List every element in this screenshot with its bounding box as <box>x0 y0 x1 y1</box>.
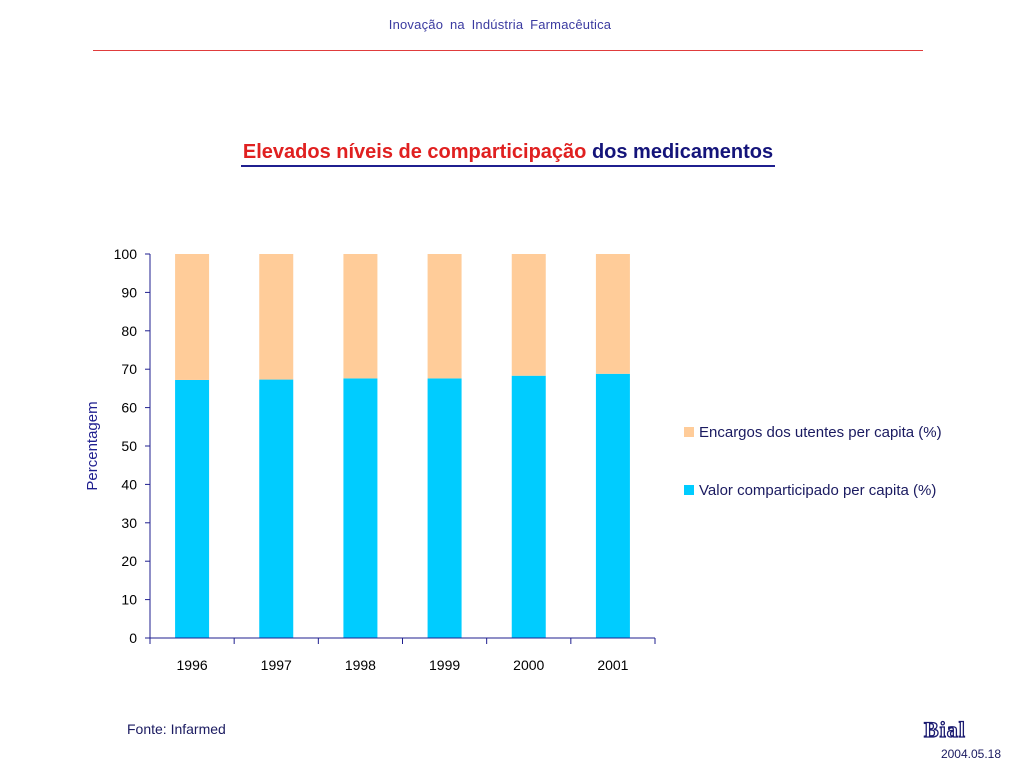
y-tick-label-80: 80 <box>121 323 137 339</box>
y-tick-label-20: 20 <box>121 553 137 569</box>
bar-2000-series-1 <box>511 254 546 376</box>
bar-1997-series-1 <box>259 254 294 380</box>
legend-item-encargos: Encargos dos utentes per capita (%) <box>684 420 984 444</box>
y-tick-label-100: 100 <box>114 246 138 262</box>
bial-logo: Bial <box>923 719 966 741</box>
slide-title-blue-part: dos medicamentos <box>591 141 774 163</box>
bial-logo-text: Bial <box>924 719 966 741</box>
y-tick-label-50: 50 <box>121 438 137 454</box>
x-tick-label-1997: 1997 <box>261 657 292 673</box>
y-tick-label-70: 70 <box>121 361 137 377</box>
y-tick-label-30: 30 <box>121 515 137 531</box>
y-tick-label-90: 90 <box>121 284 137 300</box>
bar-1998-series-1 <box>343 254 378 379</box>
axes-group: 1996 1997 1998 1999 2000 2001 0 10 20 30 40 50 60 70 8… <box>114 246 656 673</box>
legend-label-encargos: Encargos dos utentes per capita (%) <box>699 423 942 441</box>
bar-1996-series-1 <box>175 254 210 380</box>
slide-title-red-part: Elevados níveis de comparticipação <box>242 141 587 163</box>
bar-1996-series-0 <box>175 379 210 638</box>
slide-title: Elevados níveis de comparticipação dos m… <box>0 141 1016 167</box>
source-note: Fonte: Infarmed <box>127 721 226 737</box>
y-tick-label-0: 0 <box>129 630 137 646</box>
x-tick-label-2001: 2001 <box>597 657 628 673</box>
bar-2001-series-0 <box>595 373 630 638</box>
bars-group <box>175 254 630 638</box>
bar-1999-series-0 <box>427 378 462 638</box>
x-tick-label-1998: 1998 <box>345 657 376 673</box>
y-tick-label-40: 40 <box>121 476 137 492</box>
y-tick-label-60: 60 <box>121 400 137 416</box>
y-axis-label: Percentagem <box>84 401 101 490</box>
slide-date: 2004.05.18 <box>940 747 1001 761</box>
bar-1998-series-0 <box>343 378 378 638</box>
bar-2001-series-1 <box>595 254 630 374</box>
chart-legend: Encargos dos utentes per capita (%) Valo… <box>684 420 984 502</box>
bar-2000-series-0 <box>511 375 546 638</box>
legend-swatch-valor <box>684 485 694 495</box>
slide-title-underline: Elevados níveis de comparticipação dos m… <box>240 141 776 167</box>
bar-1999-series-1 <box>427 254 462 379</box>
legend-swatch-encargos <box>684 427 694 437</box>
x-tick-label-1996: 1996 <box>177 657 208 673</box>
legend-item-valor: Valor comparticipado per capita (%) <box>684 478 984 502</box>
presentation-header: Inovação na Indústria Farmacêutica <box>388 17 612 32</box>
bar-1997-series-0 <box>259 379 294 638</box>
header-divider <box>93 50 923 51</box>
y-tick-label-10: 10 <box>121 592 137 608</box>
x-tick-label-2000: 2000 <box>513 657 544 673</box>
x-tick-label-1999: 1999 <box>429 657 460 673</box>
legend-label-valor: Valor comparticipado per capita (%) <box>699 481 937 499</box>
